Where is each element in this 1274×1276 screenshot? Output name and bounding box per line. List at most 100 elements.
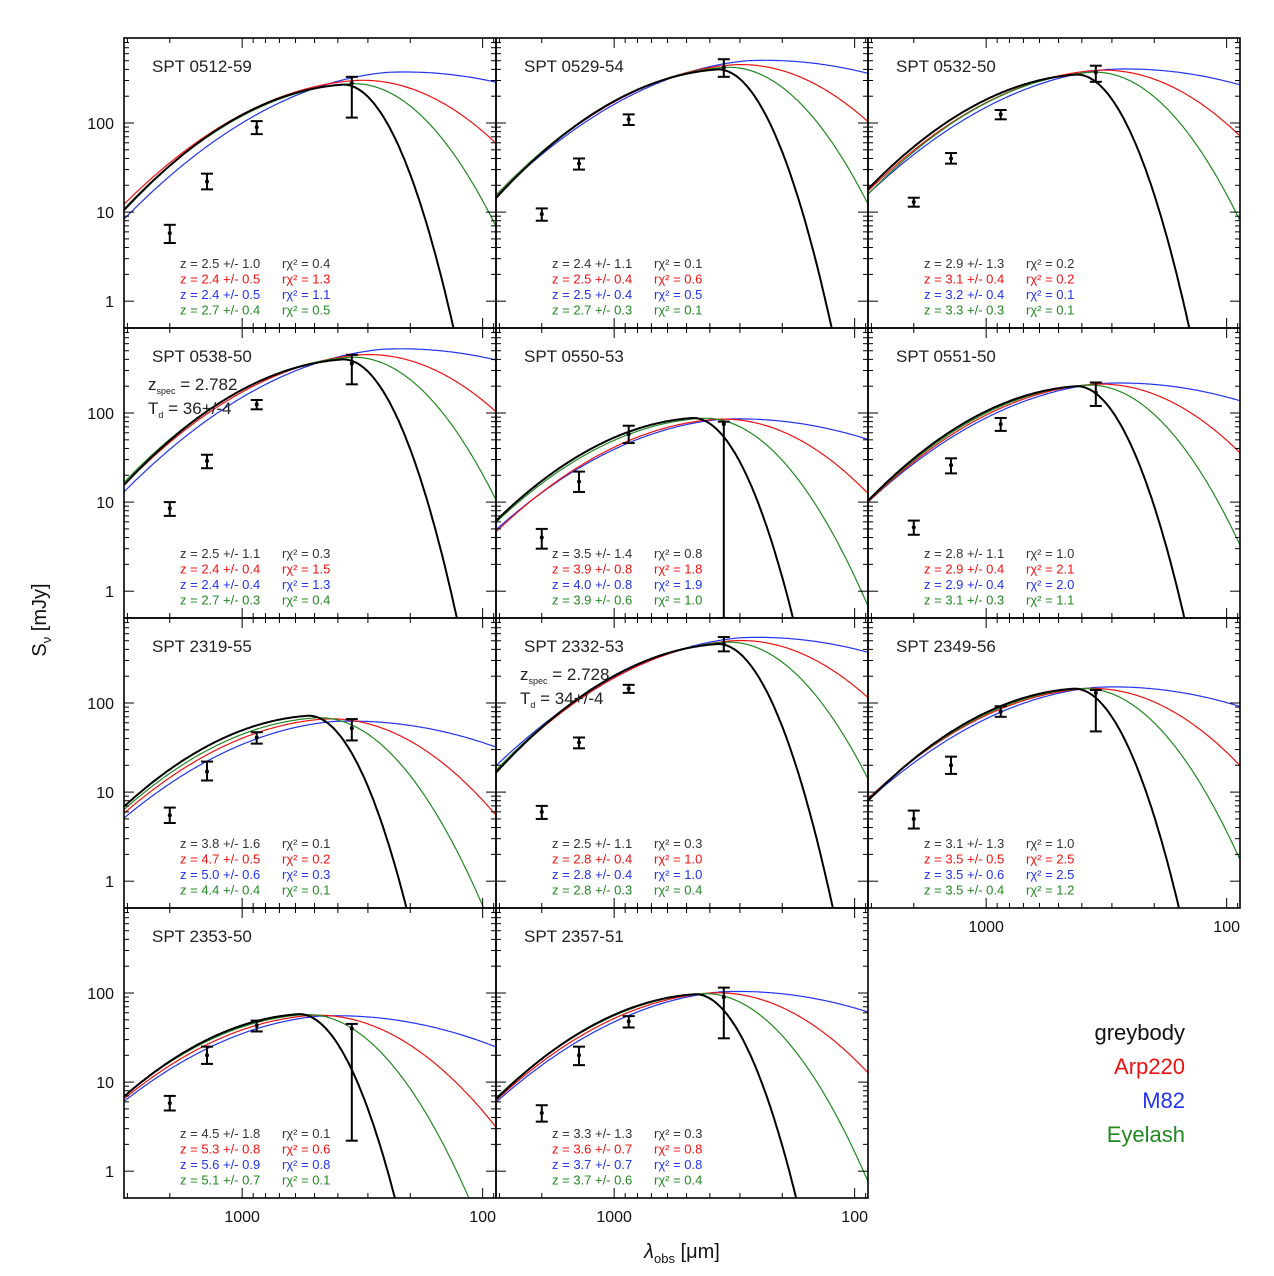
fit-chi-squared: rχ² = 1.8 (654, 562, 702, 577)
data-point (626, 686, 631, 691)
sed-panel: SPT 0551-50 z = 2.8 +/- 1.1 rχ² = 1.0 z = 2… (867, 327, 1241, 619)
fit-chi-squared: rχ² = 0.1 (282, 836, 330, 851)
fit-redshift: z = 5.6 +/- 0.9 (180, 1157, 260, 1172)
fit-redshift: z = 2.4 +/- 0.5 (180, 287, 260, 302)
fit-redshift: z = 3.9 +/- 0.6 (552, 593, 632, 608)
model-curve-eyelash (868, 687, 1240, 861)
legend-entry-greybody: greybody (1094, 1020, 1185, 1045)
panel-ticks (496, 617, 868, 908)
fit-redshift: z = 2.8 +/- 0.3 (552, 883, 632, 898)
panel-ticks (124, 327, 496, 618)
data-point (949, 156, 954, 161)
model-curve-arp220 (496, 992, 868, 1101)
x-tick-label: 1000 (968, 919, 1004, 936)
fit-chi-squared: rχ² = 1.0 (654, 593, 702, 608)
fit-chi-squared: rχ² = 1.1 (282, 287, 330, 302)
model-curve-greybody (868, 385, 1186, 618)
legend-entry-eyelash: Eyelash (1107, 1122, 1185, 1147)
data-point (205, 179, 210, 184)
fit-redshift: z = 3.9 +/- 0.8 (552, 562, 632, 577)
panel-title: SPT 2349-56 (896, 637, 996, 656)
data-point (539, 212, 544, 217)
model-curve-greybody (496, 993, 798, 1198)
fit-chi-squared: rχ² = 0.3 (654, 836, 702, 851)
model-curve-greybody (496, 68, 833, 328)
model-curve-m82 (124, 720, 496, 819)
data-point (1093, 390, 1098, 395)
data-point (721, 995, 726, 1000)
data-point (254, 125, 259, 130)
panel-title: SPT 0550-53 (524, 347, 624, 366)
legend-entry-arp220: Arp220 (1114, 1054, 1185, 1079)
model-curve-arp220 (124, 79, 496, 205)
fit-chi-squared: rχ² = 0.2 (1026, 256, 1074, 271)
x-axis-label: λobs [μm] (643, 1241, 720, 1266)
model-curve-greybody (868, 73, 1191, 328)
sed-panel: SPT 0550-53 z = 3.5 +/- 1.4 rχ² = 0.8 z = 3… (495, 327, 869, 619)
fit-redshift: z = 2.7 +/- 0.3 (552, 303, 632, 318)
sed-panel: 1000 100 SPT 2357-51 z = 3.3 +/- 1.3 rχ² = 0… (495, 907, 869, 1226)
model-curve-m82 (496, 59, 868, 197)
panel-ticks (496, 907, 868, 1198)
fit-chi-squared: rχ² = 0.3 (282, 546, 330, 561)
data-point (539, 1110, 544, 1115)
fit-redshift: z = 2.4 +/- 0.5 (180, 272, 260, 287)
fit-redshift: z = 2.9 +/- 0.4 (924, 577, 1004, 592)
y-tick-label: 100 (87, 986, 114, 1003)
fit-chi-squared: rχ² = 0.6 (654, 272, 702, 287)
panel-title: SPT 0551-50 (896, 347, 996, 366)
dust-temperature-label: Td = 34+/-4 (520, 689, 603, 710)
data-point (577, 479, 582, 484)
fit-redshift: z = 5.0 +/- 0.6 (180, 867, 260, 882)
panel-title: SPT 2332-53 (524, 637, 624, 656)
fit-redshift: z = 2.5 +/- 0.4 (552, 272, 632, 287)
fit-chi-squared: rχ² = 1.0 (654, 867, 702, 882)
panel-ticks (496, 327, 868, 618)
fit-chi-squared: rχ² = 1.5 (282, 562, 330, 577)
data-point (205, 1053, 210, 1058)
fit-redshift: z = 2.8 +/- 0.4 (552, 852, 632, 867)
fit-redshift: z = 3.1 +/- 0.4 (924, 272, 1004, 287)
y-tick-label: 1 (105, 294, 114, 311)
model-curve-m82 (496, 990, 868, 1103)
model-curve-greybody (124, 83, 455, 328)
x-tick-label: 100 (469, 1209, 496, 1226)
panel-frame (867, 617, 1241, 909)
data-point (254, 402, 259, 407)
fit-redshift: z = 3.5 +/- 0.5 (924, 852, 1004, 867)
model-curve-m82 (868, 686, 1240, 801)
sed-panel: 100 10 1 1000 100 SPT 2353-50 z = 4.5 +/- 1.8 r… (87, 907, 497, 1226)
fit-redshift: z = 2.5 +/- 0.4 (552, 287, 632, 302)
fit-redshift: z = 5.3 +/- 0.8 (180, 1142, 260, 1157)
model-curve-greybody (124, 1013, 396, 1198)
data-point (911, 199, 916, 204)
fit-chi-squared: rχ² = 0.6 (282, 1142, 330, 1157)
fit-chi-squared: rχ² = 2.1 (1026, 562, 1074, 577)
y-axis-label: Sν [mJy] (29, 583, 54, 656)
fit-redshift: z = 3.3 +/- 1.3 (552, 1126, 632, 1141)
fit-redshift: z = 4.4 +/- 0.4 (180, 883, 260, 898)
data-point (626, 117, 631, 122)
fit-chi-squared: rχ² = 1.0 (1026, 836, 1074, 851)
model-curve-m82 (868, 382, 1240, 503)
data-point (167, 231, 172, 236)
fit-chi-squared: rχ² = 2.5 (1026, 852, 1074, 867)
fit-chi-squared: rχ² = 0.1 (654, 256, 702, 271)
panel-frame (495, 907, 869, 1199)
fit-redshift: z = 5.1 +/- 0.7 (180, 1173, 260, 1188)
model-curve-arp220 (868, 687, 1240, 799)
fit-chi-squared: rχ² = 0.3 (654, 1126, 702, 1141)
panel-ticks (496, 37, 868, 328)
data-point (539, 809, 544, 814)
fit-redshift: z = 2.5 +/- 1.1 (180, 546, 260, 561)
fit-redshift: z = 2.5 +/- 1.0 (180, 256, 260, 271)
data-point (949, 763, 954, 768)
model-curve-greybody (496, 643, 834, 908)
panel-title: SPT 0532-50 (896, 57, 996, 76)
sed-panel: 100 10 1 SPT 0538-50 zspec = 2.782 Td = 36+/-… (87, 327, 497, 619)
data-point (167, 1101, 172, 1106)
fit-redshift: z = 2.5 +/- 1.1 (552, 836, 632, 851)
fit-chi-squared: rχ² = 1.0 (1026, 546, 1074, 561)
data-point (626, 1019, 631, 1024)
fit-chi-squared: rχ² = 0.8 (654, 546, 702, 561)
